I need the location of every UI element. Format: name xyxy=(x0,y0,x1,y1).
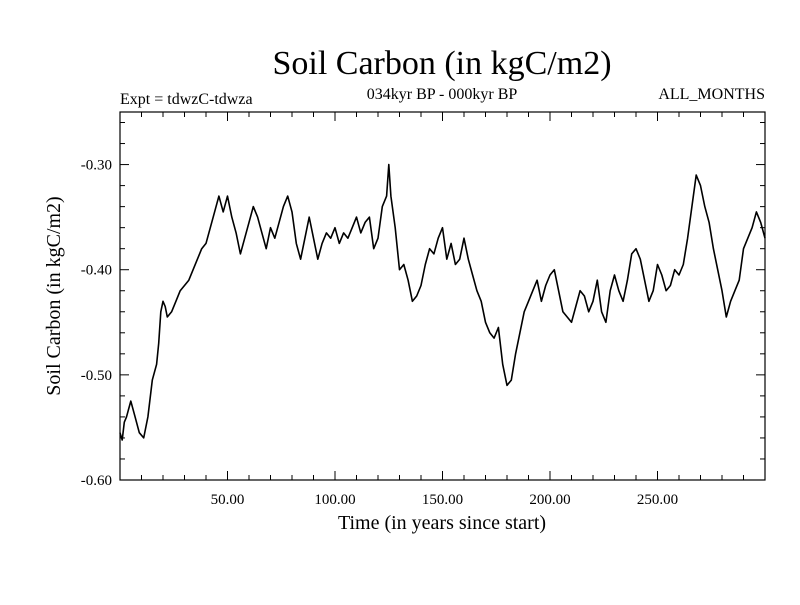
x-tick-label: 100.00 xyxy=(314,492,355,508)
chart-title: Soil Carbon (in kgC/m2) xyxy=(272,45,612,82)
months-label: ALL_MONTHS xyxy=(658,86,765,103)
experiment-label: Expt = tdwzC-tdwza xyxy=(120,91,253,108)
x-tick-label: 200.00 xyxy=(529,492,570,508)
x-tick-label: 50.00 xyxy=(211,492,245,508)
series-line xyxy=(119,163,766,441)
axis-ticks xyxy=(120,112,765,481)
y-tick-label: -0.30 xyxy=(81,158,112,174)
plot-frame xyxy=(119,111,766,481)
y-tick-label: -0.50 xyxy=(81,368,112,384)
x-tick-label: 150.00 xyxy=(422,492,463,508)
axis-tick-labels: 50.00 100.00 150.00 200.00 250.00 -0.60 -0.50 -… xyxy=(81,158,678,508)
y-tick-label: -0.40 xyxy=(81,263,112,279)
x-tick-label: 250.00 xyxy=(637,492,678,508)
period-label: 034kyr BP - 000kyr BP xyxy=(366,86,518,103)
y-axis-label: Soil Carbon (in kgC/m2) xyxy=(43,196,65,396)
x-axis-label: Time (in years since start) xyxy=(337,512,547,534)
y-tick-label: -0.60 xyxy=(81,473,112,489)
